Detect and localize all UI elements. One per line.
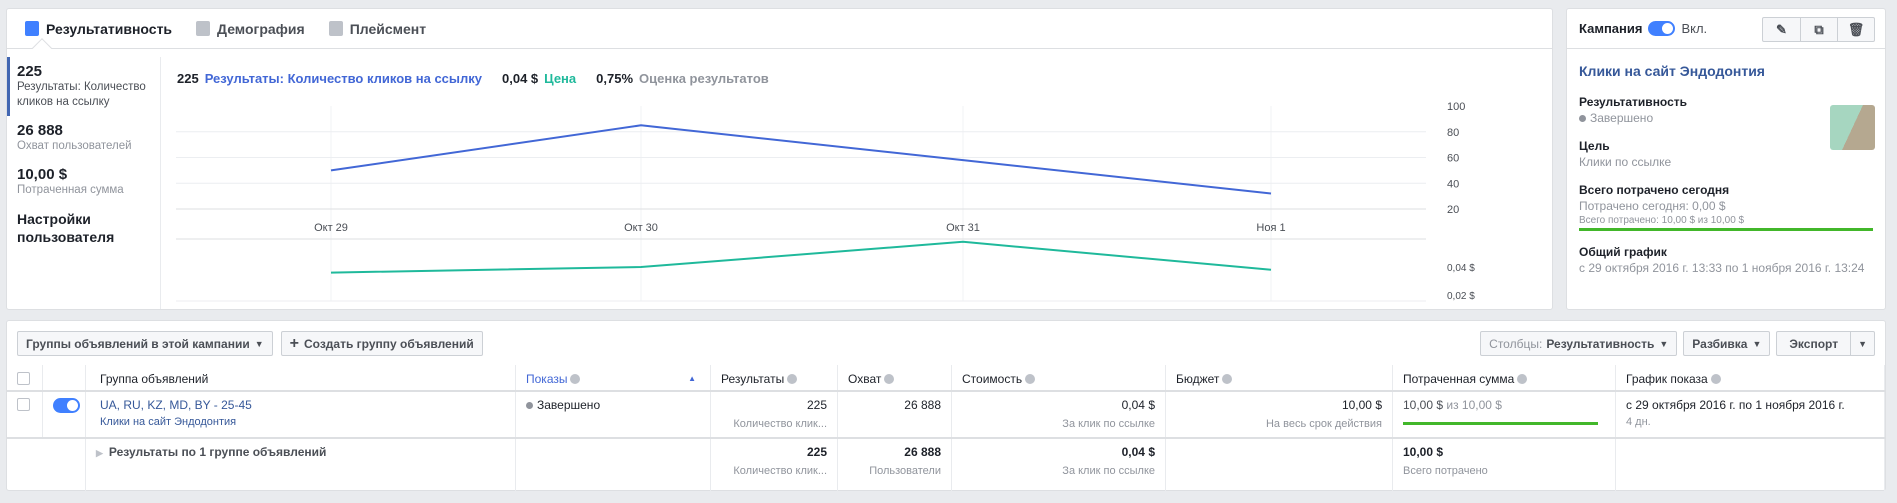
legend-price[interactable]: Цена <box>544 71 577 86</box>
col-impressions[interactable]: Показы ▲ <box>516 365 711 390</box>
y-tick-label: 80 <box>1447 127 1459 139</box>
bar-chart-icon <box>25 21 39 36</box>
info-icon[interactable] <box>570 374 581 384</box>
placement-icon <box>328 21 343 36</box>
y-tick-label: 0,02 $ <box>1447 291 1475 302</box>
sort-asc-icon: ▲ <box>688 374 696 383</box>
tab-placement[interactable]: Плейсмент <box>328 21 426 37</box>
status-dot-icon <box>1579 115 1586 122</box>
results-series-line <box>330 124 1272 195</box>
campaign-title[interactable]: Клики на сайт Эндодонтия <box>1579 63 1765 79</box>
campaign-side-panel: Кампания Вкл. ✎ ⧉ 🗑 Клики на сайт Эндодо… <box>1566 8 1886 310</box>
y-tick-label: 0,04 $ <box>1447 263 1475 274</box>
metric-reach[interactable]: 26 888 Охват пользователей <box>17 122 132 152</box>
totals-row: ▶ Результаты по 1 группе объявлений 225 Ко… <box>7 439 1885 491</box>
info-icon[interactable] <box>1222 374 1233 384</box>
export-menu-button[interactable]: ▼ <box>1851 331 1875 356</box>
campaign-toggle[interactable] <box>1648 21 1676 36</box>
caret-down-icon: ▼ <box>254 338 264 349</box>
columns-dropdown[interactable]: Столбцы: Результативность ▼ <box>1480 331 1678 356</box>
totals-expander[interactable]: ▶ Результаты по 1 группе объявлений <box>86 439 516 491</box>
adset-toggle[interactable] <box>53 398 80 413</box>
ad-thumbnail[interactable] <box>1830 105 1875 150</box>
y-tick-label: 100 <box>1447 101 1465 113</box>
toolbar-left: Группы объявлений в этой кампании ▼ + Созд… <box>17 331 483 356</box>
tab-performance[interactable]: Результативность <box>25 21 172 37</box>
col-budget[interactable]: Бюджет <box>1166 365 1393 390</box>
info-icon[interactable] <box>1517 374 1528 384</box>
plus-icon: + <box>289 334 299 352</box>
status-dot-icon <box>526 402 533 409</box>
caret-down-icon: ▼ <box>1752 338 1762 349</box>
trash-icon[interactable]: 🗑 <box>1837 18 1874 41</box>
x-tick-label: Окт 31 <box>946 222 980 234</box>
adsets-table: Группа объявлений Показы ▲ Результаты Охв… <box>7 365 1885 491</box>
info-icon[interactable] <box>1025 374 1036 384</box>
chart-header: 225 Результаты: Количество кликов на ссы… <box>177 71 769 86</box>
col-adset[interactable]: Группа объявлений <box>86 365 516 390</box>
metric-results[interactable]: 225 Результаты: Количество кликов на ссыл… <box>7 57 160 116</box>
metrics-list: 225 Результаты: Количество кликов на ссыл… <box>7 57 161 309</box>
col-schedule[interactable]: График показа <box>1616 365 1885 390</box>
legend-score[interactable]: Оценка результатов <box>639 71 769 86</box>
export-button[interactable]: Экспорт <box>1776 331 1852 356</box>
custom-settings-link[interactable]: Настройки пользователя <box>17 211 115 245</box>
chevron-right-icon: ▶ <box>96 448 103 458</box>
insights-panel: Результативность Демография Плейсмент 22… <box>6 8 1553 310</box>
col-spent[interactable]: Потраченная сумма <box>1393 365 1616 390</box>
row-checkbox[interactable] <box>17 398 30 411</box>
spent-progress <box>1579 228 1873 231</box>
create-adset-button[interactable]: + Создать группу объявлений <box>280 331 483 356</box>
x-tick-label: Окт 30 <box>624 222 658 234</box>
y-tick-label: 60 <box>1447 153 1459 165</box>
y-tick-label: 40 <box>1447 178 1459 190</box>
adset-name-link[interactable]: UA, RU, KZ, MD, BY - 25-45 <box>100 398 252 412</box>
select-all-checkbox[interactable] <box>17 372 30 385</box>
edit-icon[interactable]: ✎ <box>1776 21 1787 37</box>
table-header: Группа объявлений Показы ▲ Результаты Охв… <box>7 365 1885 392</box>
duplicate-icon[interactable]: ⧉ <box>1800 18 1837 41</box>
x-tick-label: Окт 29 <box>314 222 348 234</box>
campaign-header: Кампания Вкл. ✎ ⧉ 🗑 <box>1567 9 1885 49</box>
info-icon[interactable] <box>787 374 798 384</box>
performance-chart: 100 80 60 40 20 Окт 29 Окт 30 Окт 31 Ноя 1 0,04 $… <box>176 101 1475 302</box>
info-icon[interactable] <box>884 374 895 384</box>
col-results[interactable]: Результаты <box>711 365 838 390</box>
spent-progress <box>1403 422 1598 425</box>
x-tick-label: Ноя 1 <box>1256 222 1285 234</box>
table-row: UA, RU, KZ, MD, BY - 25-45 Клики на сайт … <box>7 392 1885 439</box>
col-reach[interactable]: Охват <box>838 365 952 390</box>
metric-spent[interactable]: 10,00 $ Потраченная сумма <box>17 166 124 196</box>
tab-demographics[interactable]: Демография <box>196 21 305 37</box>
adsets-dropdown[interactable]: Группы объявлений в этой кампании ▼ <box>17 331 273 356</box>
adsets-panel: Группы объявлений в этой кампании ▼ + Созд… <box>6 320 1886 491</box>
campaign-actions: ✎ ⧉ 🗑 <box>1762 17 1875 42</box>
col-cost[interactable]: Стоимость <box>952 365 1166 390</box>
people-icon <box>196 21 211 36</box>
caret-down-icon: ▼ <box>1659 338 1669 349</box>
toolbar-right: Столбцы: Результативность ▼ Разбивка ▼ Эксп… <box>1480 331 1875 356</box>
legend-results[interactable]: Результаты: Количество кликов на ссылку <box>204 71 483 86</box>
breakdown-dropdown[interactable]: Разбивка ▼ <box>1683 331 1771 356</box>
campaign-link[interactable]: Клики на сайт Эндодонтия <box>100 416 237 428</box>
info-icon[interactable] <box>1710 374 1721 384</box>
price-series-line <box>330 240 1272 274</box>
tab-bar: Результативность Демография Плейсмент <box>7 9 1552 49</box>
y-tick-label: 20 <box>1447 204 1459 216</box>
